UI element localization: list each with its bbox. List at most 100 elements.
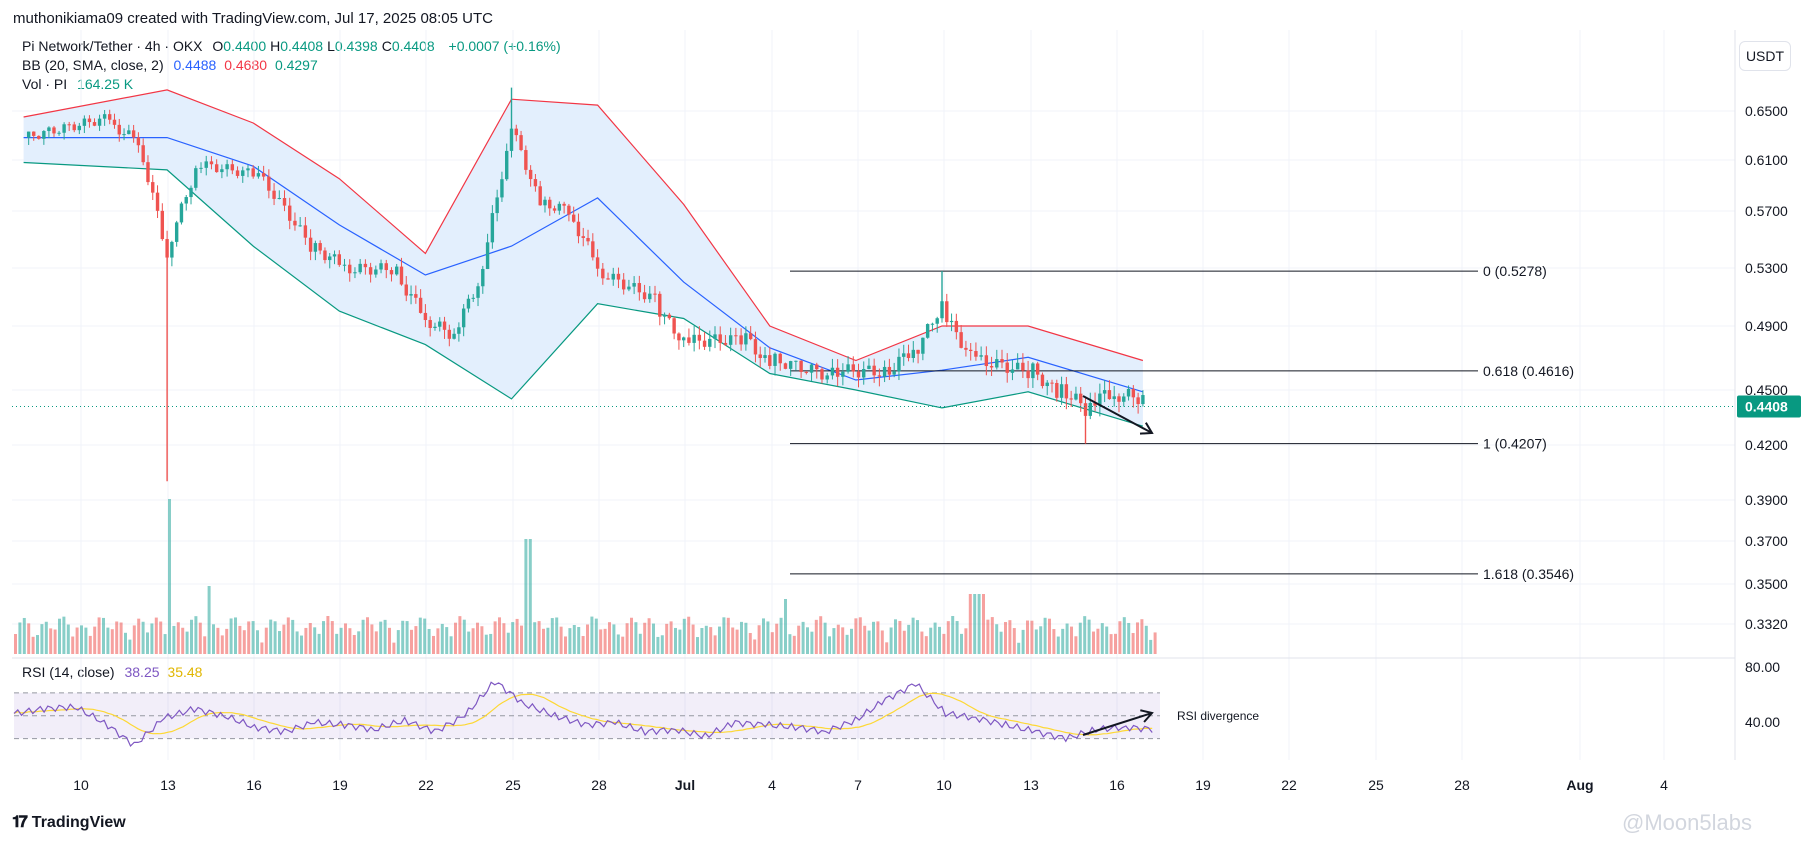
volume-bar (49, 628, 53, 654)
volume-bar (1092, 631, 1095, 654)
candle-body (658, 293, 662, 317)
volume-bar (977, 594, 981, 654)
volume-bar (216, 627, 220, 654)
candle-body (627, 286, 631, 290)
rsi-ma-value: 35.48 (167, 664, 203, 680)
candle-body (758, 354, 762, 359)
candle-body (778, 353, 782, 364)
volume-bar (361, 619, 365, 654)
volume-bar (968, 594, 972, 654)
candle-body (1141, 395, 1145, 405)
volume-bar (418, 617, 422, 654)
volume-bar (1087, 619, 1091, 654)
candle-body (241, 170, 245, 176)
bb-label[interactable]: BB (20, SMA, close, 2) (22, 57, 164, 73)
volume-bar (53, 629, 57, 654)
candle-body (204, 161, 208, 168)
candle-body (117, 124, 121, 135)
change-value: +0.0007 (+0.16%) (448, 38, 561, 54)
volume-bar (638, 633, 642, 654)
volume-bar (326, 616, 330, 654)
candle-body (892, 371, 896, 375)
volume-label[interactable]: Vol · PI (22, 76, 68, 92)
volume-bar (964, 628, 968, 654)
volume-bar (185, 631, 189, 654)
volume-bar (766, 621, 770, 654)
fib-label-0: 0 (0.5278) (1483, 263, 1547, 279)
tradingview-logo[interactable]: 𝟏𝟕 TradingView (12, 814, 126, 832)
candle-body (495, 197, 499, 214)
volume-bar (691, 624, 695, 654)
volume-bar (823, 622, 827, 654)
volume-bar (97, 617, 101, 654)
volume-bar (71, 636, 75, 654)
volume-bar (850, 628, 853, 654)
volume-bar (172, 625, 176, 654)
time-label: Jul (675, 777, 695, 793)
candle-body (389, 270, 394, 275)
rsi-label[interactable]: RSI (14, close) (22, 664, 115, 680)
candle-body (595, 257, 600, 269)
volume-bar (973, 594, 977, 654)
volume-bar (436, 628, 440, 654)
volume-bar (911, 617, 915, 654)
candle-body (509, 128, 514, 151)
candle-body (930, 323, 935, 325)
volume-bar (995, 624, 999, 654)
volume-bar (779, 617, 783, 654)
candle-body (374, 269, 378, 275)
currency-button[interactable]: USDT (1739, 41, 1791, 71)
candle-body (728, 335, 733, 345)
candle-body (851, 364, 855, 372)
volume-bar (814, 619, 818, 654)
volume-bar (938, 626, 941, 654)
volume-bar (1008, 620, 1012, 654)
candle-body (447, 329, 452, 339)
volume-bar (458, 616, 462, 654)
time-label: 19 (1195, 777, 1211, 793)
volume-bar (207, 586, 211, 654)
volume-bar (1061, 628, 1065, 654)
candle-body (199, 167, 203, 169)
volume-bar (933, 622, 937, 654)
candle-body (108, 114, 112, 120)
symbol-label[interactable]: Pi Network/Tether · 4h · OKX (22, 38, 203, 54)
candle-body (471, 297, 475, 299)
rsi-pane (13, 681, 1160, 748)
candle-body (768, 355, 772, 366)
candle-body (835, 367, 840, 377)
candle-body (220, 169, 224, 173)
candle-body (887, 366, 892, 375)
volume-bar (1034, 629, 1038, 654)
candle-body (571, 214, 576, 222)
time-label: 25 (1368, 777, 1384, 793)
volume-bar (775, 623, 779, 654)
volume-bar (405, 621, 409, 654)
volume-bar (269, 619, 273, 654)
candle-body (591, 241, 595, 258)
candle-body (399, 266, 404, 285)
volume-bar (709, 627, 713, 654)
volume-bar (753, 639, 757, 654)
candle-body (246, 168, 250, 171)
volume-bar (942, 633, 946, 654)
candle-body (127, 130, 131, 135)
candle-body (461, 308, 466, 328)
candle-body (428, 320, 432, 328)
candle-body (1093, 402, 1097, 406)
volume-bar (858, 617, 862, 654)
candle-body (562, 203, 566, 206)
price-tick-label: 0.3700 (1745, 533, 1788, 549)
volume-bar (528, 539, 532, 654)
candle-body (528, 169, 533, 180)
candle-body (667, 314, 672, 319)
time-label: 13 (160, 777, 176, 793)
candle-body (353, 272, 357, 274)
volume-bar (682, 618, 686, 654)
volume-bar (1026, 620, 1029, 654)
rsi-divergence-label: RSI divergence (1177, 709, 1259, 723)
candle-body (323, 250, 327, 261)
candle-body (179, 203, 184, 223)
volume-bar (520, 625, 523, 654)
